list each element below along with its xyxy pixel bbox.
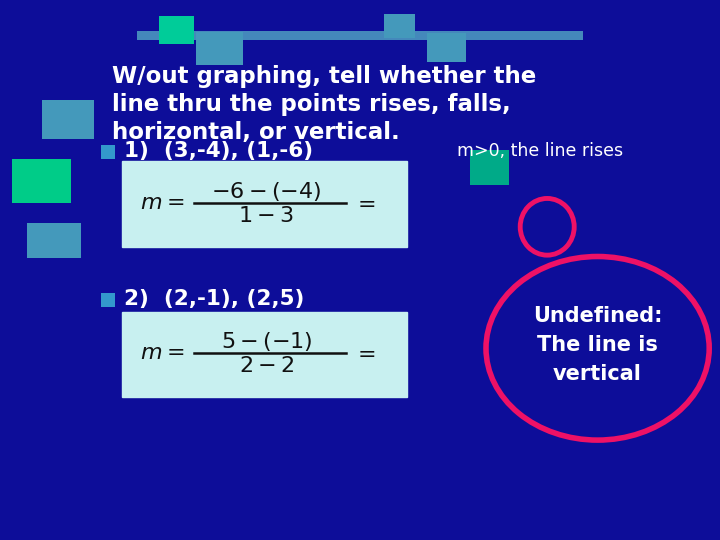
Bar (12, 159, 71, 203)
Text: $=$: $=$ (353, 343, 375, 363)
Text: $m =$: $m =$ (140, 343, 184, 363)
Bar (159, 16, 194, 44)
Text: $m =$: $m =$ (140, 193, 184, 213)
Bar (42, 100, 94, 139)
Text: 1)  (3,-4), (1,-6): 1) (3,-4), (1,-6) (124, 141, 313, 161)
Bar (101, 293, 115, 307)
Text: $-6-(-4)$: $-6-(-4)$ (211, 180, 322, 203)
Text: vertical: vertical (553, 363, 642, 384)
FancyBboxPatch shape (122, 161, 407, 247)
Text: The line is: The line is (537, 334, 658, 355)
Bar (196, 32, 243, 65)
FancyBboxPatch shape (122, 312, 407, 397)
Text: $5-(-1)$: $5-(-1)$ (220, 330, 312, 353)
Bar (426, 32, 467, 62)
Bar (470, 150, 510, 185)
Text: horizontal, or vertical.: horizontal, or vertical. (112, 121, 400, 144)
Text: 2)  (2,-1), (2,5): 2) (2,-1), (2,5) (124, 289, 305, 309)
Bar (384, 14, 415, 38)
Bar (137, 31, 583, 40)
Bar (27, 222, 81, 258)
Text: Undefined:: Undefined: (533, 306, 662, 326)
Bar (101, 145, 115, 159)
Text: $1-3$: $1-3$ (238, 206, 294, 226)
Text: $=$: $=$ (353, 193, 375, 213)
Text: $2-2$: $2-2$ (239, 356, 294, 376)
Text: W/out graphing, tell whether the: W/out graphing, tell whether the (112, 65, 536, 88)
Text: m>0, the line rises: m>0, the line rises (457, 142, 624, 160)
Text: line thru the points rises, falls,: line thru the points rises, falls, (112, 93, 510, 116)
